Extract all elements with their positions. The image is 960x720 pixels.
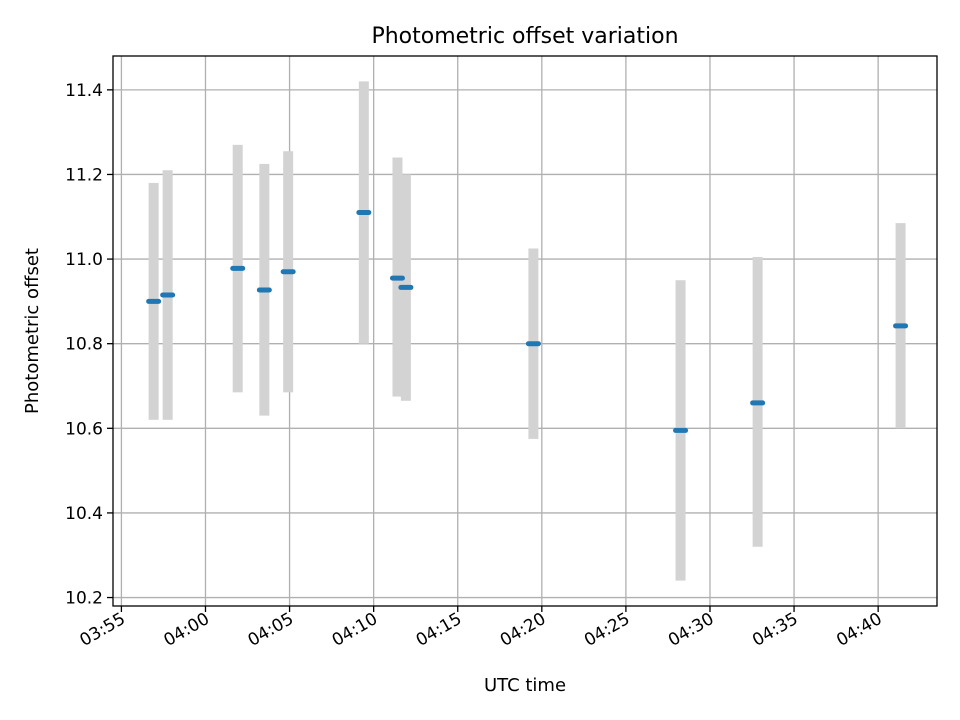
x-tick-label: 04:00 bbox=[161, 609, 213, 651]
x-tick-label: 04:40 bbox=[833, 609, 885, 651]
y-tick-label: 10.6 bbox=[65, 419, 103, 439]
y-tick-label: 11.2 bbox=[65, 165, 103, 185]
x-axis-label: UTC time bbox=[484, 675, 566, 696]
x-tick-label: 04:30 bbox=[665, 609, 717, 651]
x-tick-label: 04:10 bbox=[329, 609, 381, 651]
chart-title: Photometric offset variation bbox=[371, 24, 678, 49]
error-bars bbox=[148, 81, 906, 581]
x-tick-label: 04:15 bbox=[413, 609, 465, 651]
y-axis-label: Photometric offset bbox=[22, 248, 43, 414]
y-tick-label: 11.4 bbox=[65, 81, 103, 101]
x-tick-label: 04:20 bbox=[497, 609, 549, 651]
data-points bbox=[146, 210, 909, 433]
y-tick-label: 10.4 bbox=[65, 504, 103, 524]
plot-frame bbox=[112, 55, 938, 607]
y-tick-label: 10.8 bbox=[65, 335, 103, 355]
x-tick-label: 04:35 bbox=[749, 609, 801, 651]
x-tick-label: 04:25 bbox=[581, 609, 633, 651]
x-axis-ticks: 03:55 04:00 04:05 04:10 04:15 04:20 04:25 04:30… bbox=[76, 606, 886, 651]
x-tick-label: 03:55 bbox=[76, 609, 128, 651]
x-tick-label: 04:05 bbox=[245, 609, 297, 651]
y-axis-ticks: 10.2 10.4 10.6 10.8 11.0 11.2 11.4 bbox=[65, 81, 113, 609]
y-tick-label: 10.2 bbox=[65, 589, 103, 609]
grid bbox=[113, 56, 937, 606]
y-tick-label: 11.0 bbox=[65, 250, 103, 270]
